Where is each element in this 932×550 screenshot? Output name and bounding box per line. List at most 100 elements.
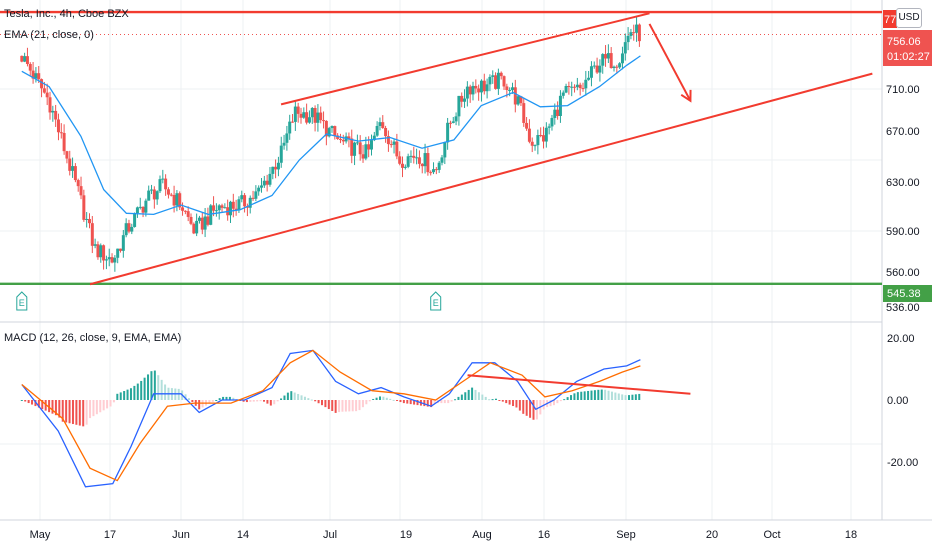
macd-histogram-bar: [392, 399, 395, 401]
candle-body: [51, 110, 55, 113]
macd-histogram-bar: [198, 400, 201, 410]
candle-body: [243, 195, 247, 207]
candle-body: [564, 86, 568, 93]
macd-histogram-bar: [416, 400, 419, 406]
macd-histogram-bar: [211, 400, 214, 402]
candle-body: [102, 245, 106, 261]
macd-histogram-bar: [344, 400, 347, 412]
candle-body: [412, 155, 416, 158]
macd-histogram-bar: [433, 400, 436, 405]
macd-histogram-bar: [58, 400, 61, 418]
support-price-tag: [883, 285, 932, 302]
candle-body: [127, 223, 131, 232]
candle-body: [305, 112, 309, 123]
candle-body: [635, 24, 639, 33]
candle-body: [587, 77, 591, 80]
candle-body: [513, 87, 517, 105]
macd-histogram-bar: [525, 400, 528, 416]
candle-body: [217, 205, 221, 211]
macd-histogram-bar: [266, 400, 269, 404]
trendline-3: [89, 72, 873, 286]
candle-body: [195, 220, 199, 234]
candle-body: [59, 132, 63, 134]
candle-body: [378, 122, 382, 126]
candle-body: [133, 213, 137, 227]
candle-body: [632, 32, 636, 34]
macd-histogram-bar: [573, 393, 576, 400]
earnings-label: E: [433, 298, 439, 308]
macd-histogram-bar: [614, 392, 617, 400]
arrow-head: [680, 89, 692, 103]
macd-tick-label: -20.00: [887, 457, 918, 469]
candle-body: [223, 207, 227, 209]
candle-body: [150, 189, 154, 191]
candle-body: [440, 157, 444, 163]
candle-body: [626, 35, 630, 43]
macd-histogram-bar: [78, 400, 81, 426]
candle-body: [542, 135, 546, 142]
candle-body: [595, 65, 599, 73]
candle-body: [324, 120, 328, 137]
candle-body: [479, 80, 483, 93]
candle-body: [516, 96, 520, 105]
macd-histogram-bar: [399, 400, 402, 403]
candle-body: [618, 63, 622, 68]
candle-body: [423, 153, 427, 167]
time-tick-label: 17: [104, 529, 116, 541]
macd-histogram-bar: [556, 400, 559, 404]
macd-histogram-bar: [597, 389, 600, 400]
candle-body: [121, 235, 125, 251]
macd-histogram-bar: [634, 394, 637, 400]
candle-body: [420, 163, 424, 167]
macd-histogram-bar: [464, 392, 467, 400]
candle-body: [389, 144, 393, 146]
macd-histogram-bar: [481, 394, 484, 400]
candle-body: [220, 205, 224, 208]
currency-button[interactable]: USD: [896, 8, 922, 28]
macd-histogram-bar: [41, 400, 44, 410]
candle-body: [96, 244, 100, 258]
candle-body: [336, 135, 340, 139]
macd-histogram-bar: [51, 400, 54, 414]
candle-body: [578, 84, 582, 89]
candle-body: [637, 24, 641, 42]
macd-histogram-bar: [184, 394, 187, 400]
macd-histogram-bar: [126, 389, 129, 400]
macd-histogram-bar: [191, 400, 194, 403]
macd-histogram-bar: [61, 400, 64, 422]
candle-body: [79, 186, 83, 196]
candle-body: [296, 106, 300, 114]
macd-histogram-bar: [389, 398, 392, 400]
macd-histogram-bar: [355, 400, 358, 412]
candle-body: [499, 72, 503, 77]
candle-body: [446, 122, 450, 143]
macd-histogram-bar: [471, 387, 474, 400]
macd-histogram-bar: [477, 392, 480, 400]
candle-body: [589, 66, 593, 78]
candle-body: [519, 96, 523, 104]
macd-histogram-bar: [358, 400, 361, 411]
candle-body: [293, 106, 297, 122]
candle-body: [581, 88, 585, 90]
macd-histogram-bar: [406, 400, 409, 404]
candle-body: [471, 85, 475, 95]
candle-body: [37, 73, 41, 80]
candle-body: [135, 207, 139, 214]
macd-histogram-bar: [460, 394, 463, 400]
macd-histogram-bar: [522, 400, 525, 414]
candle-body: [257, 187, 261, 192]
macd-histogram-bar: [587, 390, 590, 400]
price-tick-label: 630.00: [886, 177, 920, 189]
candle-body: [119, 248, 123, 251]
candle-body: [629, 32, 633, 36]
macd-histogram-bar: [153, 370, 156, 400]
macd-histogram-bar: [365, 400, 368, 405]
macd-histogram-bar: [133, 385, 136, 400]
macd-histogram-bar: [604, 389, 607, 400]
candle-body: [417, 157, 421, 164]
macd-histogram-bar: [82, 400, 85, 427]
time-tick-label: 16: [538, 529, 550, 541]
candle-body: [601, 54, 605, 66]
